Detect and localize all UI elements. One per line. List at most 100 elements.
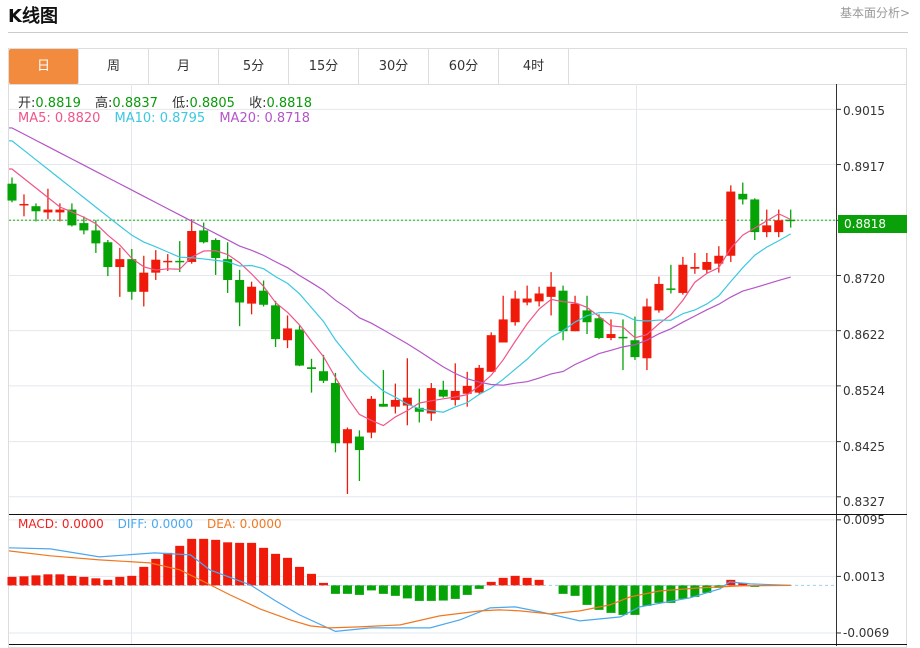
macd-bar: [247, 542, 257, 586]
candle-up: [570, 303, 580, 332]
dea-line: [8, 550, 791, 629]
candle-down: [378, 403, 388, 407]
macd-bar: [342, 585, 352, 594]
candle-up: [115, 259, 125, 268]
candle-down: [211, 239, 221, 259]
macd-tick: 0.0095: [843, 513, 885, 527]
macd-bar: [283, 557, 293, 586]
macd-bar: [474, 585, 484, 589]
dea-value: DEA: 0.0000: [206, 517, 282, 531]
macd-bar: [570, 585, 580, 596]
ma-info: MA5: 0.8820 MA10: 0.8795 MA20: 0.8718: [18, 111, 320, 126]
tab-month[interactable]: 月: [149, 49, 219, 84]
candle-down: [67, 209, 77, 226]
ma5-value: MA5: 0.8820: [18, 111, 101, 126]
macd-bar: [402, 585, 412, 599]
candle-up: [498, 319, 508, 343]
macd-bar: [510, 575, 520, 586]
macd-bar: [43, 574, 53, 586]
candle-down: [31, 206, 41, 212]
fundamental-analysis-link[interactable]: 基本面分析>: [839, 6, 910, 20]
candle-down: [738, 193, 748, 200]
macd-bar: [558, 585, 568, 594]
candle-up: [534, 293, 544, 302]
candle-up: [474, 367, 484, 393]
macd-bar: [642, 585, 652, 606]
candle-down: [750, 199, 760, 233]
candle-down: [786, 219, 796, 222]
candle-up: [774, 220, 784, 233]
macd-bar: [498, 577, 508, 586]
macd-bar: [594, 585, 604, 610]
price-tick: 0.8720: [843, 272, 885, 286]
candle-up: [366, 398, 376, 433]
tab-4hour[interactable]: 4时: [499, 49, 569, 84]
macd-bar: [187, 538, 197, 586]
candle-up: [187, 230, 197, 262]
macd-bar: [486, 581, 496, 586]
ohlc-info: 开:0.8819 高:0.8837 低:0.8805 收:0.8818: [18, 92, 322, 111]
candle-down: [79, 223, 89, 231]
candle-up: [247, 286, 257, 304]
candle-down: [199, 230, 209, 243]
macd-bar: [115, 576, 125, 586]
macd-bar: [630, 585, 640, 615]
macd-bar: [606, 585, 616, 613]
page-title: K线图: [8, 6, 58, 27]
high-value: 0.8837: [112, 96, 158, 111]
candle-up: [702, 261, 712, 270]
candle-up: [486, 335, 496, 372]
candle-down: [558, 290, 568, 332]
tab-60min[interactable]: 60分: [429, 49, 499, 84]
macd-bar: [654, 585, 664, 603]
candle-down: [127, 259, 137, 292]
tab-week[interactable]: 周: [79, 49, 149, 84]
ma10-value: MA10: 0.8795: [114, 111, 206, 126]
candle-up: [462, 385, 472, 394]
macd-bar: [702, 585, 712, 593]
candle-down: [666, 288, 676, 290]
candle-up: [151, 259, 161, 273]
candle-down: [91, 230, 101, 244]
candle-up: [390, 399, 400, 407]
tab-5min[interactable]: 5分: [219, 49, 289, 84]
tab-day[interactable]: 日: [9, 49, 79, 84]
macd-bar: [582, 585, 592, 605]
macd-bar: [235, 542, 245, 586]
candle-down: [630, 340, 640, 358]
candle-down: [307, 367, 316, 369]
candle-up: [546, 286, 556, 297]
price-tick: 0.8327: [843, 495, 885, 509]
candle-down: [7, 183, 17, 201]
macd-tick: 0.0013: [843, 570, 885, 584]
candle-up: [606, 334, 616, 338]
candle-down: [295, 329, 305, 366]
macd-tick: -0.0069: [843, 626, 890, 640]
macd-bar: [139, 566, 149, 586]
price-tick: 0.8524: [843, 384, 885, 398]
candle-up: [19, 203, 29, 206]
close-value: 0.8818: [266, 96, 312, 111]
macd-bar: [31, 575, 41, 586]
open-label: 开:: [18, 96, 36, 111]
macd-bar: [295, 566, 305, 586]
candle-up: [450, 390, 460, 400]
candle-up: [43, 209, 53, 213]
tab-30min[interactable]: 30分: [359, 49, 429, 84]
price-tick: 0.8622: [843, 328, 885, 342]
price-tick: 0.8917: [843, 160, 885, 174]
macd-bar: [259, 547, 269, 586]
macd-bar: [378, 585, 388, 594]
tab-15min[interactable]: 15分: [289, 49, 359, 84]
candle-down: [235, 279, 245, 303]
macd-bar: [450, 585, 460, 599]
candle-up: [55, 209, 65, 213]
close-label: 收:: [249, 96, 267, 111]
macd-bar: [151, 558, 161, 586]
macd-bar: [438, 585, 448, 601]
candle-up: [342, 429, 352, 444]
candle-down: [330, 383, 340, 444]
macd-bar: [19, 576, 29, 586]
candle-up: [139, 272, 149, 292]
